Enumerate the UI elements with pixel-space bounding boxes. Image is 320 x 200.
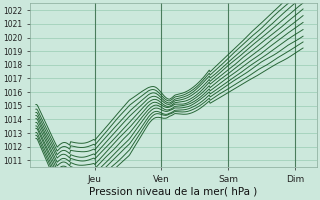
X-axis label: Pression niveau de la mer( hPa ): Pression niveau de la mer( hPa ) (89, 187, 258, 197)
